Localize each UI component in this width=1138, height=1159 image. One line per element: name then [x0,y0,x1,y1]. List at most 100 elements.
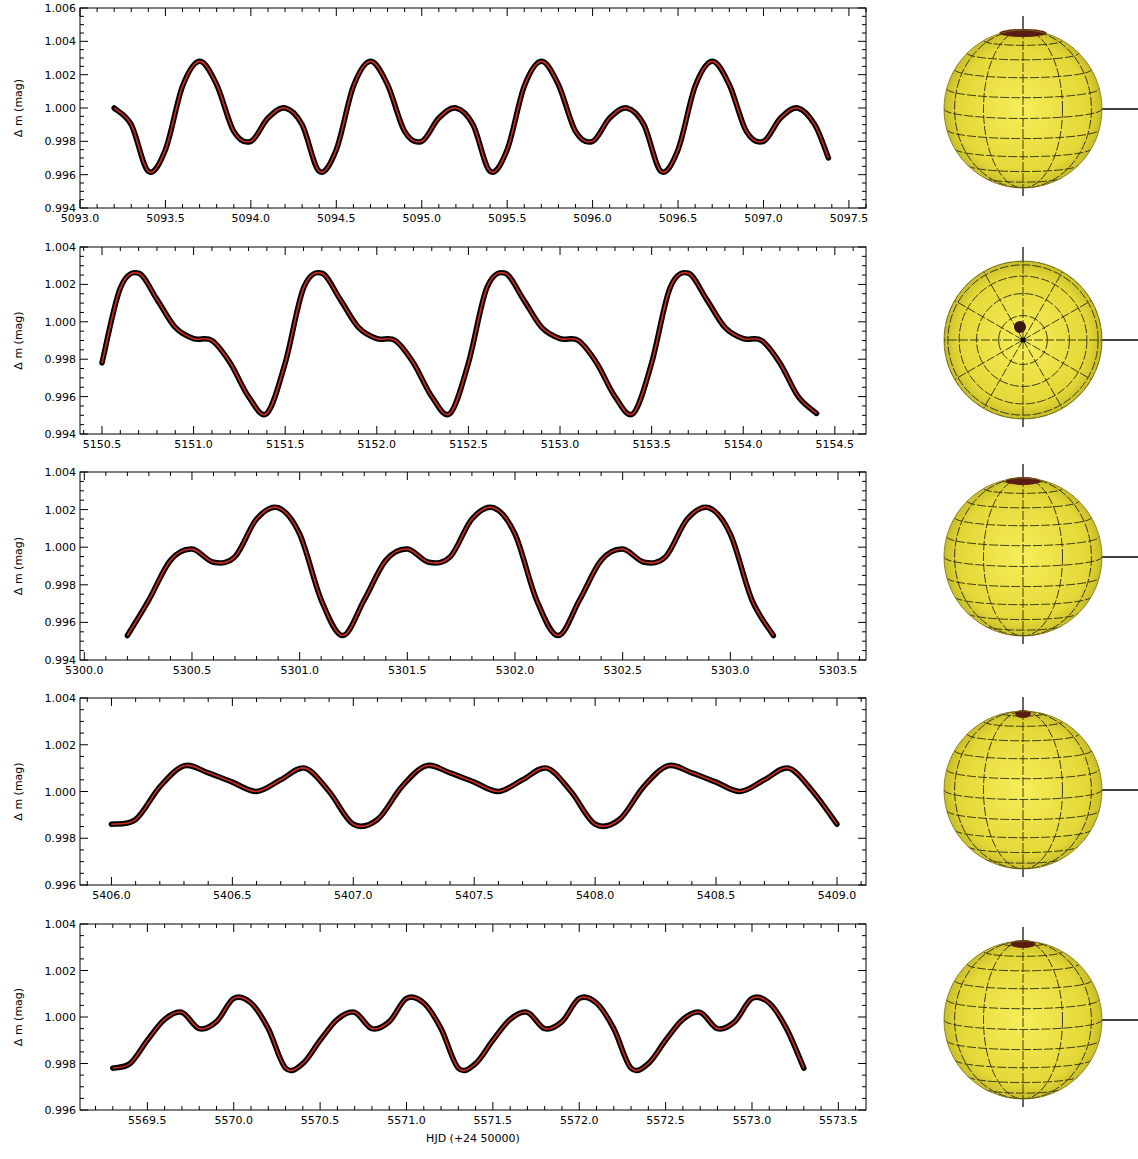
minor-tick [438,204,439,208]
minor-tick [831,8,832,12]
minor-tick [80,641,84,642]
minor-tick [80,275,84,276]
minor-tick [302,204,303,208]
y-tick-label: 1.004 [45,918,77,931]
minor-tick [80,537,84,538]
pole [1021,338,1026,343]
grid-line [955,30,1092,188]
minor-tick [486,247,487,251]
x-tick [336,8,337,16]
minor-tick [303,430,304,434]
minor-tick [148,656,149,660]
y-tick-label: 1.002 [45,278,77,291]
minor-tick [861,698,862,702]
y-tick [80,41,88,42]
minor-tick [80,405,84,406]
x-tick [592,200,593,208]
x-tick [285,247,286,255]
minor-tick [862,405,866,406]
y-tick [858,108,866,109]
minor-tick [862,158,866,159]
y-tick-label: 0.994 [45,654,77,667]
minor-tick [498,698,499,702]
x-tick [743,426,744,434]
minor-tick [450,656,451,660]
minor-tick [862,566,866,567]
minor-tick [213,656,214,660]
grid [944,478,1102,636]
panel: 5406.05406.55407.05407.55408.05408.55409… [12,692,866,902]
minor-tick [862,1051,866,1052]
minor-tick [644,472,645,476]
minor-tick [862,1005,866,1006]
minor-tick [303,247,304,251]
y-tick-label: 0.998 [45,1058,77,1071]
minor-tick [862,641,866,642]
plot-area [102,273,817,415]
minor-tick [164,1106,165,1110]
minor-tick [441,1106,442,1110]
minor-tick [700,1106,701,1110]
minor-tick [596,247,597,251]
x-tick [353,698,354,706]
y-tick [80,396,88,397]
minor-tick [862,768,866,769]
minor-tick [490,204,491,208]
model-line [111,765,837,826]
minor-tick [691,881,692,885]
observed-points [113,997,804,1071]
y-tick [80,791,88,792]
minor-tick [862,1086,866,1087]
minor-tick [450,247,451,251]
grid-line [955,301,1023,341]
minor-tick [614,247,615,251]
x-tick [320,924,321,932]
minor-tick [395,247,396,251]
minor-tick [268,924,269,928]
minor-tick [80,733,84,734]
y-tick-label: 0.996 [45,616,77,629]
plot-area [111,765,837,826]
minor-tick [371,1106,372,1110]
y-tick [80,622,88,623]
minor-tick [450,881,451,885]
x-tick [836,877,837,885]
x-tick [507,200,508,208]
minor-tick [862,1028,866,1029]
y-tick [858,247,866,248]
minor-tick [862,49,866,50]
minor-tick [814,8,815,12]
x-tick [730,652,731,660]
minor-tick [130,924,131,928]
spot [1014,321,1026,333]
star-disk [944,261,1102,419]
minor-tick [862,66,866,67]
minor-tick [80,519,84,520]
y-tick [80,472,88,473]
minor-tick [266,247,267,251]
minor-tick [183,881,184,885]
minor-tick [80,873,84,874]
minor-tick [80,1098,84,1099]
minor-tick [425,698,426,702]
minor-tick [377,698,378,702]
minor-tick [688,430,689,434]
minor-tick [80,191,84,192]
minor-tick [80,613,84,614]
x-tick-label: 5096.0 [573,212,612,225]
x-tick-label: 5302.5 [603,664,642,677]
x-tick [406,924,407,932]
minor-tick [687,472,688,476]
minor-tick [862,191,866,192]
minor-tick [80,124,84,125]
minor-tick [648,924,649,928]
minor-tick [862,947,866,948]
minor-tick [87,698,88,702]
minor-tick [370,204,371,208]
minor-tick [667,881,668,885]
x-tick-label: 5153.5 [632,438,671,451]
minor-tick [717,924,718,928]
minor-tick [862,133,866,134]
minor-tick [862,982,866,983]
y-tick-label: 1.004 [45,692,77,705]
